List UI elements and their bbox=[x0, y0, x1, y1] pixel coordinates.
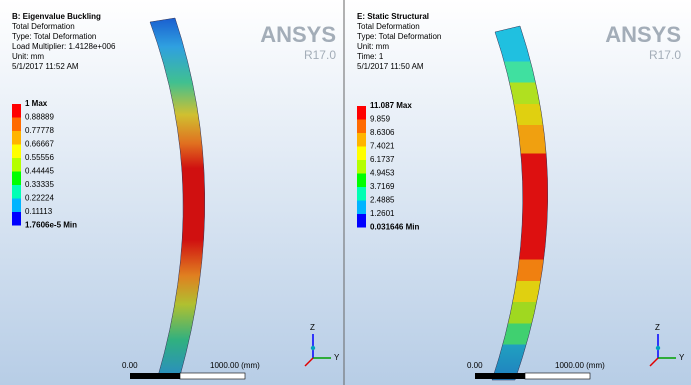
legend-swatch bbox=[12, 144, 21, 158]
header-line: 5/1/2017 11:50 AM bbox=[357, 62, 424, 71]
scale-bar bbox=[130, 373, 180, 379]
legend-label: 0.77778 bbox=[25, 126, 54, 135]
legend-swatch bbox=[357, 106, 366, 120]
legend-label: 1.7606e-5 Min bbox=[25, 221, 77, 230]
header-line: Total Deformation bbox=[12, 22, 75, 31]
legend-label: 0.11113 bbox=[25, 207, 53, 216]
scale-label: 1000.00 (mm) bbox=[210, 361, 260, 370]
header-line: Total Deformation bbox=[357, 22, 420, 31]
header-line: Time: 1 bbox=[357, 52, 384, 61]
logo: ANSYS bbox=[605, 22, 681, 47]
triad-axis bbox=[304, 357, 314, 367]
header-line: Type: Total Deformation bbox=[12, 32, 96, 41]
legend-label: 0.031646 Min bbox=[370, 223, 419, 232]
beam-model bbox=[491, 25, 548, 381]
legend-label: 6.1737 bbox=[370, 155, 395, 164]
legend-swatch bbox=[357, 200, 366, 214]
legend-swatch bbox=[12, 198, 21, 212]
legend-label: 1 Max bbox=[25, 99, 48, 108]
legend-label: 9.859 bbox=[370, 115, 391, 124]
legend-swatch bbox=[12, 212, 21, 226]
legend-label: 0.44445 bbox=[25, 167, 54, 176]
legend-swatch bbox=[357, 214, 366, 228]
legend-label: 2.4885 bbox=[370, 196, 395, 205]
header-line: 5/1/2017 11:52 AM bbox=[12, 62, 79, 71]
legend-swatch bbox=[357, 133, 366, 147]
legend-swatch bbox=[357, 119, 366, 133]
legend-label: 1.2601 bbox=[370, 209, 395, 218]
triad-origin bbox=[655, 345, 661, 351]
scale-label: 0.00 bbox=[122, 361, 138, 370]
triad-axis bbox=[649, 357, 659, 367]
legend-label: 0.55556 bbox=[25, 153, 54, 162]
legend-label: 0.22224 bbox=[25, 194, 54, 203]
scale-label: 0.00 bbox=[467, 361, 483, 370]
header-line: Load Multiplier: 1.4128e+006 bbox=[12, 42, 116, 51]
legend-swatch bbox=[12, 117, 21, 131]
scale-label: 1000.00 (mm) bbox=[555, 361, 605, 370]
version: R17.0 bbox=[304, 48, 336, 62]
legend-label: 0.88889 bbox=[25, 113, 54, 122]
legend-label: 11.087 Max bbox=[370, 101, 412, 110]
legend-swatch bbox=[12, 185, 21, 199]
header-line: Type: Total Deformation bbox=[357, 32, 441, 41]
legend-swatch bbox=[12, 131, 21, 145]
scale-bar bbox=[475, 373, 525, 379]
triad-label: Z bbox=[655, 323, 660, 332]
legend-swatch bbox=[12, 158, 21, 172]
triad-label: Z bbox=[310, 323, 315, 332]
scale-bar bbox=[179, 372, 246, 380]
legend-label: 0.66667 bbox=[25, 140, 54, 149]
triad-label: Y bbox=[334, 353, 340, 362]
legend-swatch bbox=[12, 104, 21, 118]
version: R17.0 bbox=[649, 48, 681, 62]
legend-label: 0.33335 bbox=[25, 180, 54, 189]
logo: ANSYS bbox=[260, 22, 336, 47]
triad-origin bbox=[310, 345, 316, 351]
legend-swatch bbox=[357, 160, 366, 174]
triad-label: Y bbox=[679, 353, 685, 362]
header-line: Unit: mm bbox=[357, 42, 389, 51]
legend-swatch bbox=[12, 171, 21, 185]
legend-label: 3.7169 bbox=[370, 182, 395, 191]
legend-swatch bbox=[357, 146, 366, 160]
header-line: Unit: mm bbox=[12, 52, 44, 61]
legend-swatch bbox=[357, 187, 366, 201]
legend-swatch bbox=[357, 173, 366, 187]
header-line: E: Static Structural bbox=[357, 12, 429, 21]
header-line: B: Eigenvalue Buckling bbox=[12, 12, 101, 21]
legend-label: 4.9453 bbox=[370, 169, 395, 178]
scale-bar bbox=[524, 372, 591, 380]
legend-label: 8.6306 bbox=[370, 128, 395, 137]
legend-label: 7.4021 bbox=[370, 142, 395, 151]
